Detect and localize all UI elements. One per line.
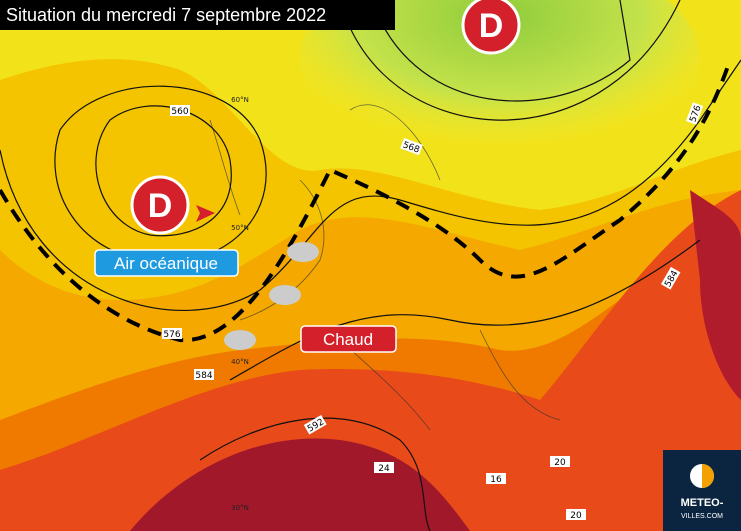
contour-label-box [566, 509, 586, 520]
isohypse [229, 239, 701, 381]
latitude-label: 40°N [231, 358, 249, 366]
oceanic-label: Air océanique [114, 254, 218, 273]
isohypse [54, 85, 267, 263]
latitude-label: 60°N [231, 96, 249, 104]
isohypse [339, 0, 681, 121]
logo-icon [702, 464, 714, 488]
contour-label: 16 [490, 475, 502, 485]
contour-label: 584 [195, 371, 212, 381]
latitude-label: 50°N [231, 224, 249, 232]
contour-label-box [486, 473, 506, 484]
red-zone [0, 190, 741, 531]
contour-label-box [400, 138, 423, 156]
dark-red-zone [690, 190, 741, 400]
isohypse [379, 0, 631, 102]
contour-label-box [374, 462, 394, 473]
front-line [0, 59, 732, 343]
low-label: D [148, 187, 173, 225]
logo-text: VILLES.COM [681, 513, 723, 520]
contour-label: 24 [378, 464, 390, 474]
contour-label: 20 [554, 458, 566, 468]
dark-red-zone [130, 438, 470, 531]
contour-label-box [303, 414, 327, 435]
contour-label: 576 [163, 330, 180, 340]
low-marker [461, 0, 521, 55]
wind-arrow [196, 205, 215, 222]
contour-label: 560 [171, 107, 188, 117]
label-box [300, 325, 397, 353]
title: Situation du mercredi 7 septembre 2022 [6, 5, 326, 25]
logo-box [663, 450, 741, 531]
contour-label-box [170, 105, 190, 116]
latitude-label: 30°N [231, 504, 249, 512]
contour-label-box [686, 102, 704, 125]
contour-label-box [550, 456, 570, 467]
contour-label-box [162, 328, 182, 339]
isohypse [0, 59, 741, 311]
coastline [209, 104, 561, 431]
contour-label-box [194, 369, 214, 380]
label-box [94, 249, 239, 277]
rain-icons [224, 242, 319, 350]
cold-zone [300, 0, 700, 170]
contour-label: 20 [570, 511, 582, 521]
low-label: D [479, 7, 504, 45]
hot-label: Chaud [323, 330, 373, 349]
low-marker [130, 175, 190, 235]
title-box [0, 0, 395, 30]
logo-text: METEO- [681, 497, 724, 509]
contour-label-box [660, 266, 681, 290]
isohypse [199, 417, 431, 531]
